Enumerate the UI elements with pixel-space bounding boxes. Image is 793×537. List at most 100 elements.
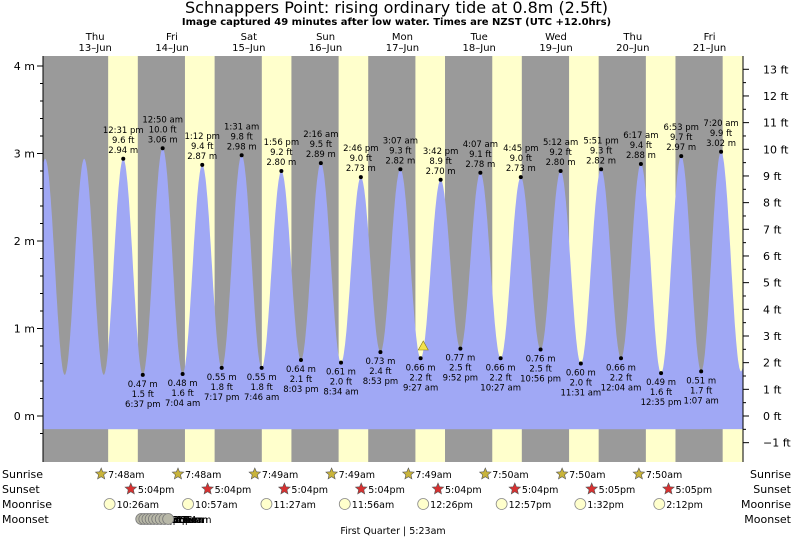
high-tide-m-label: 2.80 m: [266, 158, 296, 168]
sunrise-star-icon: [325, 467, 339, 480]
high-tide-point: [279, 169, 284, 173]
almanac-row-label-right: Sunset: [753, 483, 791, 496]
high-tide-point: [719, 149, 724, 154]
moonrise-time: 11:27am: [273, 500, 315, 511]
sunrise-time: 7:50am: [569, 470, 605, 481]
high-tide-point: [160, 146, 165, 151]
high-tide-ft-label: 9.4 ft: [630, 141, 653, 151]
low-tide-m-label: 0.55 m: [207, 373, 237, 383]
day-date-label: 13–Jun: [79, 43, 112, 54]
moonset-time: 4:44am: [175, 515, 211, 526]
day-date-label: 17–Jun: [386, 43, 419, 54]
left-axis-tick-label: 4 m: [14, 60, 35, 73]
page-title: Schnappers Point: rising ordinary tide a…: [185, 0, 608, 17]
high-tide-ft-label: 9.1 ft: [469, 150, 492, 160]
low-tide-point: [699, 369, 704, 374]
low-tide-point: [538, 347, 543, 352]
high-tide-time-label: 2:46 pm: [343, 144, 378, 154]
sunset-star-icon: [277, 482, 291, 495]
left-axis-tick-label: 2 m: [14, 235, 35, 248]
high-tide-m-label: 2.98 m: [227, 142, 257, 152]
right-axis-tick-label: 6 ft: [763, 250, 782, 263]
low-tide-m-label: 0.77 m: [445, 354, 475, 364]
high-tide-m-label: 2.70 m: [426, 167, 456, 177]
low-tide-m-label: 0.51 m: [686, 376, 716, 386]
right-axis-tick-label: 10 ft: [763, 143, 789, 156]
high-tide-point: [200, 162, 205, 167]
low-tide-ft-label: 2.5 ft: [529, 365, 552, 375]
high-tide-ft-label: 9.8 ft: [230, 132, 253, 142]
day-date-label: 14–Jun: [155, 43, 188, 54]
moon-rise-icon: [574, 498, 587, 510]
day-of-week-label: Thu: [85, 32, 105, 43]
high-tide-m-label: 2.97 m: [666, 143, 696, 153]
low-tide-ft-label: 2.5 ft: [449, 364, 472, 374]
sunset-star-icon: [431, 482, 445, 495]
low-tide-time-label: 8:03 pm: [283, 385, 318, 395]
high-tide-time-label: 7:20 am: [703, 119, 738, 129]
low-tide-time-label: 10:56 pm: [520, 375, 561, 385]
low-tide-m-label: 0.47 m: [128, 380, 158, 390]
moonset-time: 3:35am: [171, 515, 207, 526]
low-tide-ft-label: 2.1 ft: [290, 375, 313, 385]
low-tide-time-label: 7:17 pm: [204, 393, 239, 403]
almanac-row-label-left: Sunrise: [2, 468, 43, 481]
day-date-label: 21–Jun: [693, 43, 726, 54]
low-tide-point: [498, 356, 503, 361]
right-axis-tick-label: 7 ft: [763, 223, 782, 236]
high-tide-ft-label: 9.5 ft: [310, 140, 333, 150]
moonrise-time: 2:12pm: [666, 500, 703, 511]
high-tide-ft-label: 9.0 ft: [350, 154, 373, 164]
low-tide-time-label: 12:04 am: [601, 383, 642, 393]
day-of-week-label: Tue: [470, 32, 488, 43]
sunset-time: 5:05pm: [675, 485, 712, 496]
sunrise-star-icon: [94, 467, 108, 480]
low-tide-ft-label: 1.6 ft: [650, 388, 673, 398]
day-date-label: 16–Jun: [309, 43, 342, 54]
low-tide-point: [458, 346, 463, 351]
low-tide-m-label: 0.76 m: [526, 355, 556, 365]
low-tide-ft-label: 2.2 ft: [489, 373, 512, 383]
sunrise-time: 7:48am: [185, 470, 221, 481]
sunrise-time: 7:49am: [415, 470, 451, 481]
high-tide-m-label: 2.73 m: [506, 164, 536, 174]
high-tide-ft-label: 9.6 ft: [112, 136, 135, 146]
low-tide-time-label: 10:27 am: [480, 383, 521, 393]
high-tide-point: [121, 156, 126, 161]
right-axis-tick-label: 8 ft: [763, 197, 782, 210]
low-tide-time-label: 9:27 am: [403, 383, 438, 393]
high-tide-time-label: 1:12 pm: [185, 132, 220, 142]
sunset-star-icon: [585, 482, 599, 495]
low-tide-ft-label: 1.6 ft: [171, 389, 194, 399]
high-tide-m-label: 2.80 m: [546, 158, 576, 168]
high-tide-m-label: 2.94 m: [108, 146, 138, 156]
day-date-label: 15–Jun: [232, 43, 265, 54]
moonset-time: 10:16pm: [154, 515, 197, 526]
high-tide-point: [679, 154, 684, 159]
moonrise-time: 10:26am: [117, 500, 159, 511]
low-tide-m-label: 0.66 m: [406, 363, 436, 373]
right-axis-tick-label: 1 ft: [763, 383, 782, 396]
right-axis-tick-label: 3 ft: [763, 330, 782, 343]
low-tide-point: [418, 356, 423, 361]
moonset-time: 11:16pm: [158, 515, 201, 526]
current-tide-marker: [417, 340, 429, 351]
high-tide-m-label: 3.06 m: [148, 135, 178, 145]
low-tide-point: [219, 365, 224, 370]
low-tide-m-label: 0.66 m: [606, 363, 636, 373]
right-axis-tick-label: 4 ft: [763, 303, 782, 316]
day-of-week-label: Fri: [166, 32, 178, 43]
sunset-time: 5:04pm: [215, 485, 252, 496]
low-tide-ft-label: 1.8 ft: [250, 383, 273, 393]
high-tide-time-label: 1:31 am: [224, 122, 259, 132]
sunset-star-icon: [354, 482, 368, 495]
high-tide-point: [438, 177, 443, 182]
low-tide-point: [659, 371, 664, 376]
high-tide-ft-label: 9.3 ft: [590, 146, 613, 156]
low-tide-ft-label: 2.2 ft: [610, 373, 633, 383]
sunrise-time: 7:49am: [262, 470, 298, 481]
high-tide-m-label: 2.89 m: [306, 150, 336, 160]
low-tide-ft-label: 1.7 ft: [690, 386, 713, 396]
sunrise-time: 7:50am: [492, 470, 528, 481]
moonrise-time: 10:57am: [195, 500, 237, 511]
